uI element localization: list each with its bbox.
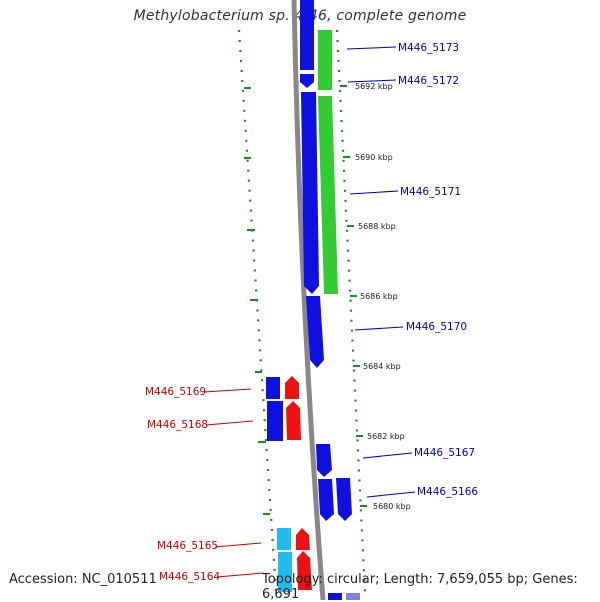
feature-bar-1[interactable]: [318, 30, 332, 90]
forward-feature-track: [318, 30, 338, 294]
gene-arrow-m446-5173[interactable]: [300, 0, 314, 70]
tick-label: 5680 kbp: [373, 502, 411, 511]
gene-arrow-m446-5169[interactable]: [285, 376, 299, 399]
gene-label[interactable]: M446_5169: [145, 386, 206, 398]
gene-block-bottom[interactable]: [328, 593, 342, 600]
gene-arrow-m446-5165[interactable]: [296, 528, 310, 550]
tick-label: 5688 kbp: [358, 222, 396, 231]
gene-label[interactable]: M446_5173: [398, 42, 459, 54]
tick-label: 5686 kbp: [360, 292, 398, 301]
gene-label[interactable]: M446_5164: [159, 571, 220, 583]
tick-label: 5690 kbp: [355, 153, 393, 162]
gene-arrow-m446-5168[interactable]: [286, 401, 301, 440]
ruler-labels: 5692 kbp 5690 kbp 5688 kbp 5686 kbp 5684…: [355, 82, 411, 511]
gene-arrow-m446-5168-blue[interactable]: [267, 401, 283, 441]
gene-block-bottom-2[interactable]: [346, 593, 360, 600]
reverse-gene-labels: M446_5169 M446_5168 M446_5165 M446_5164: [145, 386, 264, 583]
gene-arrow-m446-5170[interactable]: [306, 296, 324, 368]
gene-label[interactable]: M446_5165: [157, 540, 218, 552]
topology-text: Topology: circular; Length: 7,659,055 bp…: [262, 572, 578, 602]
genome-backbone: [291, 0, 326, 600]
gene-arrow-m446-5171[interactable]: [301, 92, 319, 294]
gene-arrow-m446-5164[interactable]: [297, 551, 312, 590]
gc-content-track-left: [237, 29, 278, 593]
gene-arrow-m446-5166[interactable]: [336, 478, 352, 521]
reverse-cds-track: [266, 376, 312, 592]
gene-label[interactable]: M446_5166: [417, 486, 478, 498]
gene-label[interactable]: M446_5167: [414, 447, 475, 459]
accession-text: Accession: NC_010511: [9, 572, 157, 587]
gene-arrow-m446-5165-cyan[interactable]: [277, 528, 291, 550]
gene-label[interactable]: M446_5170: [406, 321, 467, 333]
gene-arrow-m446-5167[interactable]: [316, 444, 332, 477]
gene-label[interactable]: M446_5172: [398, 75, 459, 87]
tick-label: 5684 kbp: [363, 362, 401, 371]
gene-label[interactable]: M446_5168: [147, 419, 208, 431]
feature-bar-2[interactable]: [318, 96, 338, 294]
tick-label: 5682 kbp: [367, 432, 405, 441]
forward-cds-track: [300, 0, 360, 600]
gene-arrow-m446-5164-cyan[interactable]: [278, 552, 292, 592]
gene-label[interactable]: M446_5171: [400, 186, 461, 198]
gc-content-track-right: [335, 29, 367, 593]
ruler-ticks: [340, 85, 367, 507]
tick-label: 5692 kbp: [355, 82, 393, 91]
gene-arrow-m446-5169-blue[interactable]: [266, 377, 280, 399]
gene-arrow-m446-5166a[interactable]: [318, 479, 334, 521]
map-title: Methylobacterium sp. 4-46, complete geno…: [133, 8, 467, 24]
forward-gene-labels: M446_5173 M446_5172 M446_5171 M446_5170 …: [346, 42, 478, 498]
gene-arrow-m446-5172[interactable]: [300, 74, 314, 88]
